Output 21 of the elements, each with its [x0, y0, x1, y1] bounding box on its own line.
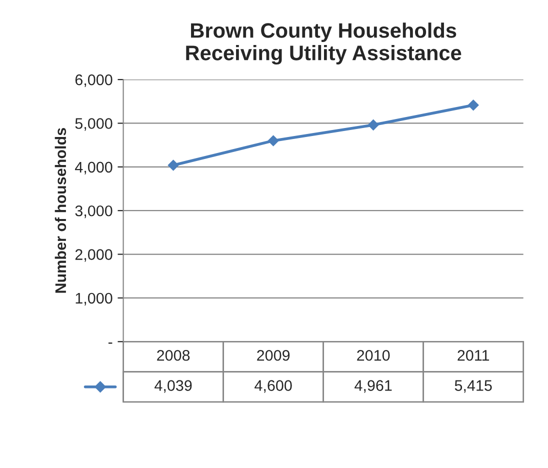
chart-title: Brown County Households Receiving Utility Assistance — [186, 22, 462, 65]
x-tick-label: 2008 — [157, 350, 190, 361]
x-tick-label: 2009 — [257, 350, 290, 361]
y-axis-title: Number of households — [54, 128, 66, 293]
y-tick-label: 5,000 — [75, 118, 112, 131]
point — [368, 120, 379, 130]
data-label: 4,600 — [254, 380, 292, 393]
y-tick-label: 4,000 — [75, 162, 112, 174]
x-tick-label: 2011 — [458, 350, 490, 361]
y-tick-label: 2,000 — [75, 249, 112, 262]
data-label: 4,039 — [154, 380, 192, 393]
y-tick-label: 1,000 — [76, 292, 112, 306]
point — [268, 135, 279, 146]
point — [168, 160, 179, 171]
data-label: 5,415 — [454, 380, 492, 393]
point — [468, 100, 479, 111]
y-tick-label: 3,000 — [75, 205, 112, 218]
y-tick-label: - — [108, 342, 112, 344]
data-label: 4,961 — [354, 380, 392, 393]
y-tick-label: 6,000 — [75, 74, 112, 88]
x-tick-label: 2010 — [357, 350, 390, 361]
